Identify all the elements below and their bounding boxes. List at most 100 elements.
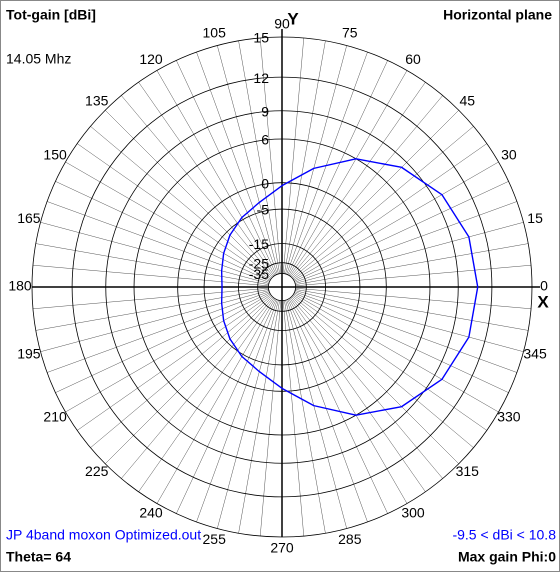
spoke xyxy=(32,287,269,310)
spoke xyxy=(285,300,347,529)
spoke xyxy=(293,293,499,413)
theta-tick-label: 180 xyxy=(8,278,32,294)
r-tick-label: -5 xyxy=(257,202,270,218)
spoke xyxy=(65,161,271,281)
spoke xyxy=(217,45,279,274)
frequency: 14.05 Mhz xyxy=(6,51,71,67)
spoke xyxy=(259,300,282,537)
spoke xyxy=(138,82,275,277)
spoke xyxy=(35,289,269,331)
spoke xyxy=(196,299,278,523)
r-tick-label: 12 xyxy=(253,70,269,86)
spoke xyxy=(295,289,529,331)
spoke xyxy=(32,264,269,287)
spoke xyxy=(65,293,271,413)
r-tick-label: -35 xyxy=(249,266,269,282)
spoke xyxy=(105,296,273,464)
spoke xyxy=(121,95,274,277)
spoke xyxy=(285,45,347,274)
spoke xyxy=(46,201,270,283)
spoke xyxy=(286,299,368,523)
spoke xyxy=(295,290,524,352)
spoke xyxy=(40,290,269,352)
theta-tick-label: 240 xyxy=(139,505,163,521)
r-tick-label: 15 xyxy=(253,30,269,46)
spoke xyxy=(292,294,487,431)
spoke xyxy=(77,294,272,431)
spoke xyxy=(294,201,518,283)
spoke xyxy=(294,181,509,282)
theta-tick-label: 15 xyxy=(527,210,543,226)
theta-tick-label: 150 xyxy=(43,147,67,163)
spoke xyxy=(176,60,277,275)
r-tick-label: -25 xyxy=(249,255,269,271)
spoke xyxy=(292,126,474,279)
theta-tick-label: 195 xyxy=(17,346,41,362)
spoke xyxy=(292,295,474,448)
spoke xyxy=(287,299,388,514)
range-label: -9.5 < dBi < 10.8 xyxy=(452,527,556,543)
r-tick-label: 9 xyxy=(261,103,269,119)
theta-tick-label: 285 xyxy=(338,531,362,547)
theta-tick-label: 45 xyxy=(459,92,475,108)
spoke xyxy=(294,291,518,373)
theta-tick-label: 30 xyxy=(501,147,517,163)
theta-tick-label: 0 xyxy=(540,278,548,294)
chart-title: Tot-gain [dBi] xyxy=(6,7,96,23)
spoke xyxy=(156,70,276,276)
r-tick-label: -15 xyxy=(249,236,269,252)
spoke xyxy=(40,222,269,284)
spoke xyxy=(238,300,280,534)
theta-tick-label: 60 xyxy=(405,51,421,67)
theta-tick-label: 315 xyxy=(456,463,480,479)
spoke xyxy=(196,51,278,275)
spoke xyxy=(259,37,282,274)
spoke xyxy=(294,292,509,393)
spoke xyxy=(289,82,426,277)
chart-subtitle: Horizontal plane xyxy=(443,7,552,23)
theta-tick-label: 135 xyxy=(85,92,109,108)
theta-tick-label: 165 xyxy=(17,210,41,226)
theta-tick-label: 345 xyxy=(523,346,547,362)
spoke xyxy=(295,287,532,310)
theta-tick-label: 300 xyxy=(401,505,425,521)
spoke xyxy=(289,297,426,492)
spoke xyxy=(176,299,277,514)
spoke xyxy=(284,300,326,534)
spoke xyxy=(291,296,459,464)
spoke xyxy=(290,95,443,277)
spoke xyxy=(217,300,279,529)
x-axis-label: X xyxy=(537,292,549,311)
file-label: JP 4band moxon Optimized.out xyxy=(6,527,201,543)
theta-tick-label: 210 xyxy=(43,409,67,425)
spoke xyxy=(292,143,487,280)
spoke xyxy=(295,243,529,285)
theta-tick-label: 255 xyxy=(203,531,227,547)
theta-tick-label: 330 xyxy=(497,409,521,425)
theta-tick-label: 105 xyxy=(203,25,227,41)
spoke xyxy=(291,110,459,278)
spoke xyxy=(77,143,272,280)
spoke xyxy=(282,37,305,274)
spoke xyxy=(90,126,272,279)
spoke xyxy=(46,291,270,373)
spoke xyxy=(293,161,499,281)
spoke xyxy=(55,292,270,393)
pattern xyxy=(220,158,479,416)
spoke xyxy=(156,298,276,504)
spoke xyxy=(287,60,388,275)
spoke xyxy=(288,70,408,276)
spoke xyxy=(55,181,270,282)
spoke xyxy=(238,40,280,274)
theta-tick-label: 90 xyxy=(274,16,290,32)
spoke xyxy=(284,40,326,274)
y-axis-label: Y xyxy=(287,9,299,28)
spoke xyxy=(121,297,274,479)
spoke xyxy=(282,300,305,537)
spoke xyxy=(286,51,368,275)
spoke xyxy=(288,298,408,504)
spoke xyxy=(90,295,272,448)
theta-label: Theta= 64 xyxy=(6,549,71,565)
